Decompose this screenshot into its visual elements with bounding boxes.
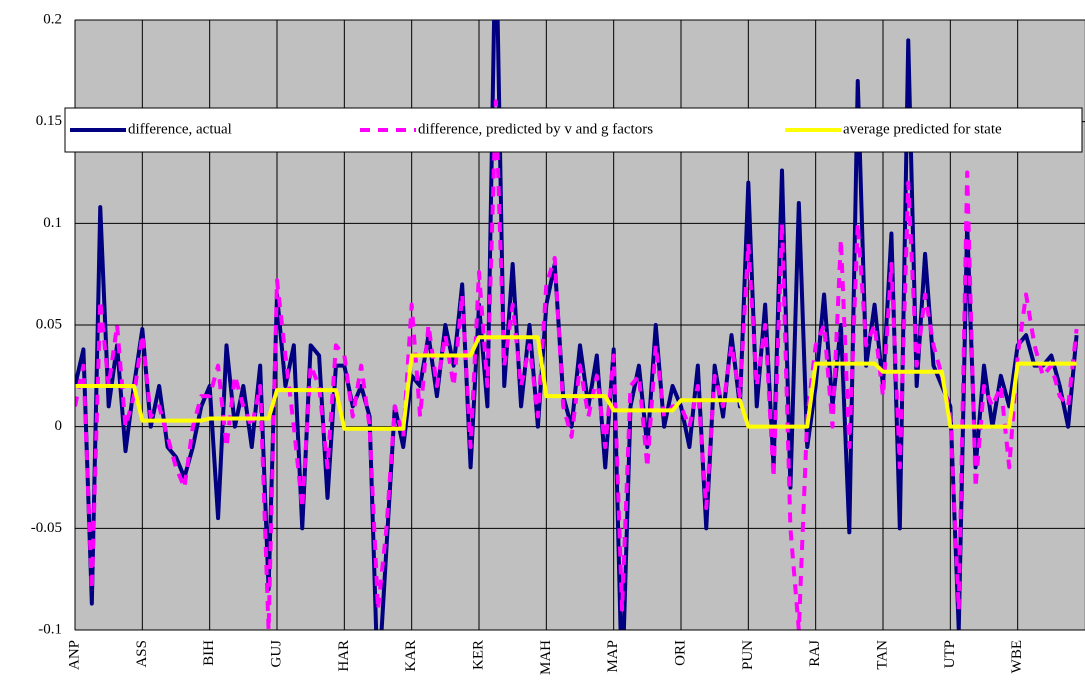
y-tick-label: 0.05 — [36, 316, 62, 332]
y-tick-label: 0.2 — [43, 11, 62, 27]
y-tick-label: 0 — [55, 418, 63, 434]
x-tick-label: PUN — [740, 640, 756, 670]
x-tick-label: WBE — [1009, 640, 1025, 673]
x-tick-label: BIH — [201, 640, 217, 666]
x-tick-label: ANP — [66, 640, 82, 670]
x-tick-label: KAR — [403, 640, 419, 672]
series-line — [75, 20, 1079, 630]
x-tick-label: MAP — [605, 640, 621, 673]
legend-label: difference, actual — [128, 121, 232, 137]
x-tick-label: TAN — [874, 640, 890, 670]
legend-label: average predicted for state — [843, 121, 1002, 137]
y-tick-label: 0.1 — [43, 215, 62, 231]
y-tick-label: 0.15 — [36, 113, 62, 129]
x-tick-label: KER — [470, 640, 486, 670]
x-tick-label: GUJ — [268, 640, 284, 668]
legend-box — [64, 107, 1083, 153]
x-tick-label: ASS — [134, 640, 150, 668]
y-tick-label: -0.1 — [38, 621, 62, 637]
x-tick-label: HAR — [336, 640, 352, 672]
y-tick-label: -0.05 — [31, 520, 62, 536]
series-line — [75, 99, 1079, 630]
x-tick-label: MAH — [538, 640, 554, 675]
x-tick-label: RAJ — [807, 640, 823, 667]
x-tick-label: ORI — [672, 640, 688, 666]
x-tick-label: UTP — [942, 640, 958, 668]
series-group — [75, 20, 1079, 630]
legend-label: difference, predicted by v and g factors — [418, 121, 653, 137]
series-line — [75, 335, 1077, 431]
